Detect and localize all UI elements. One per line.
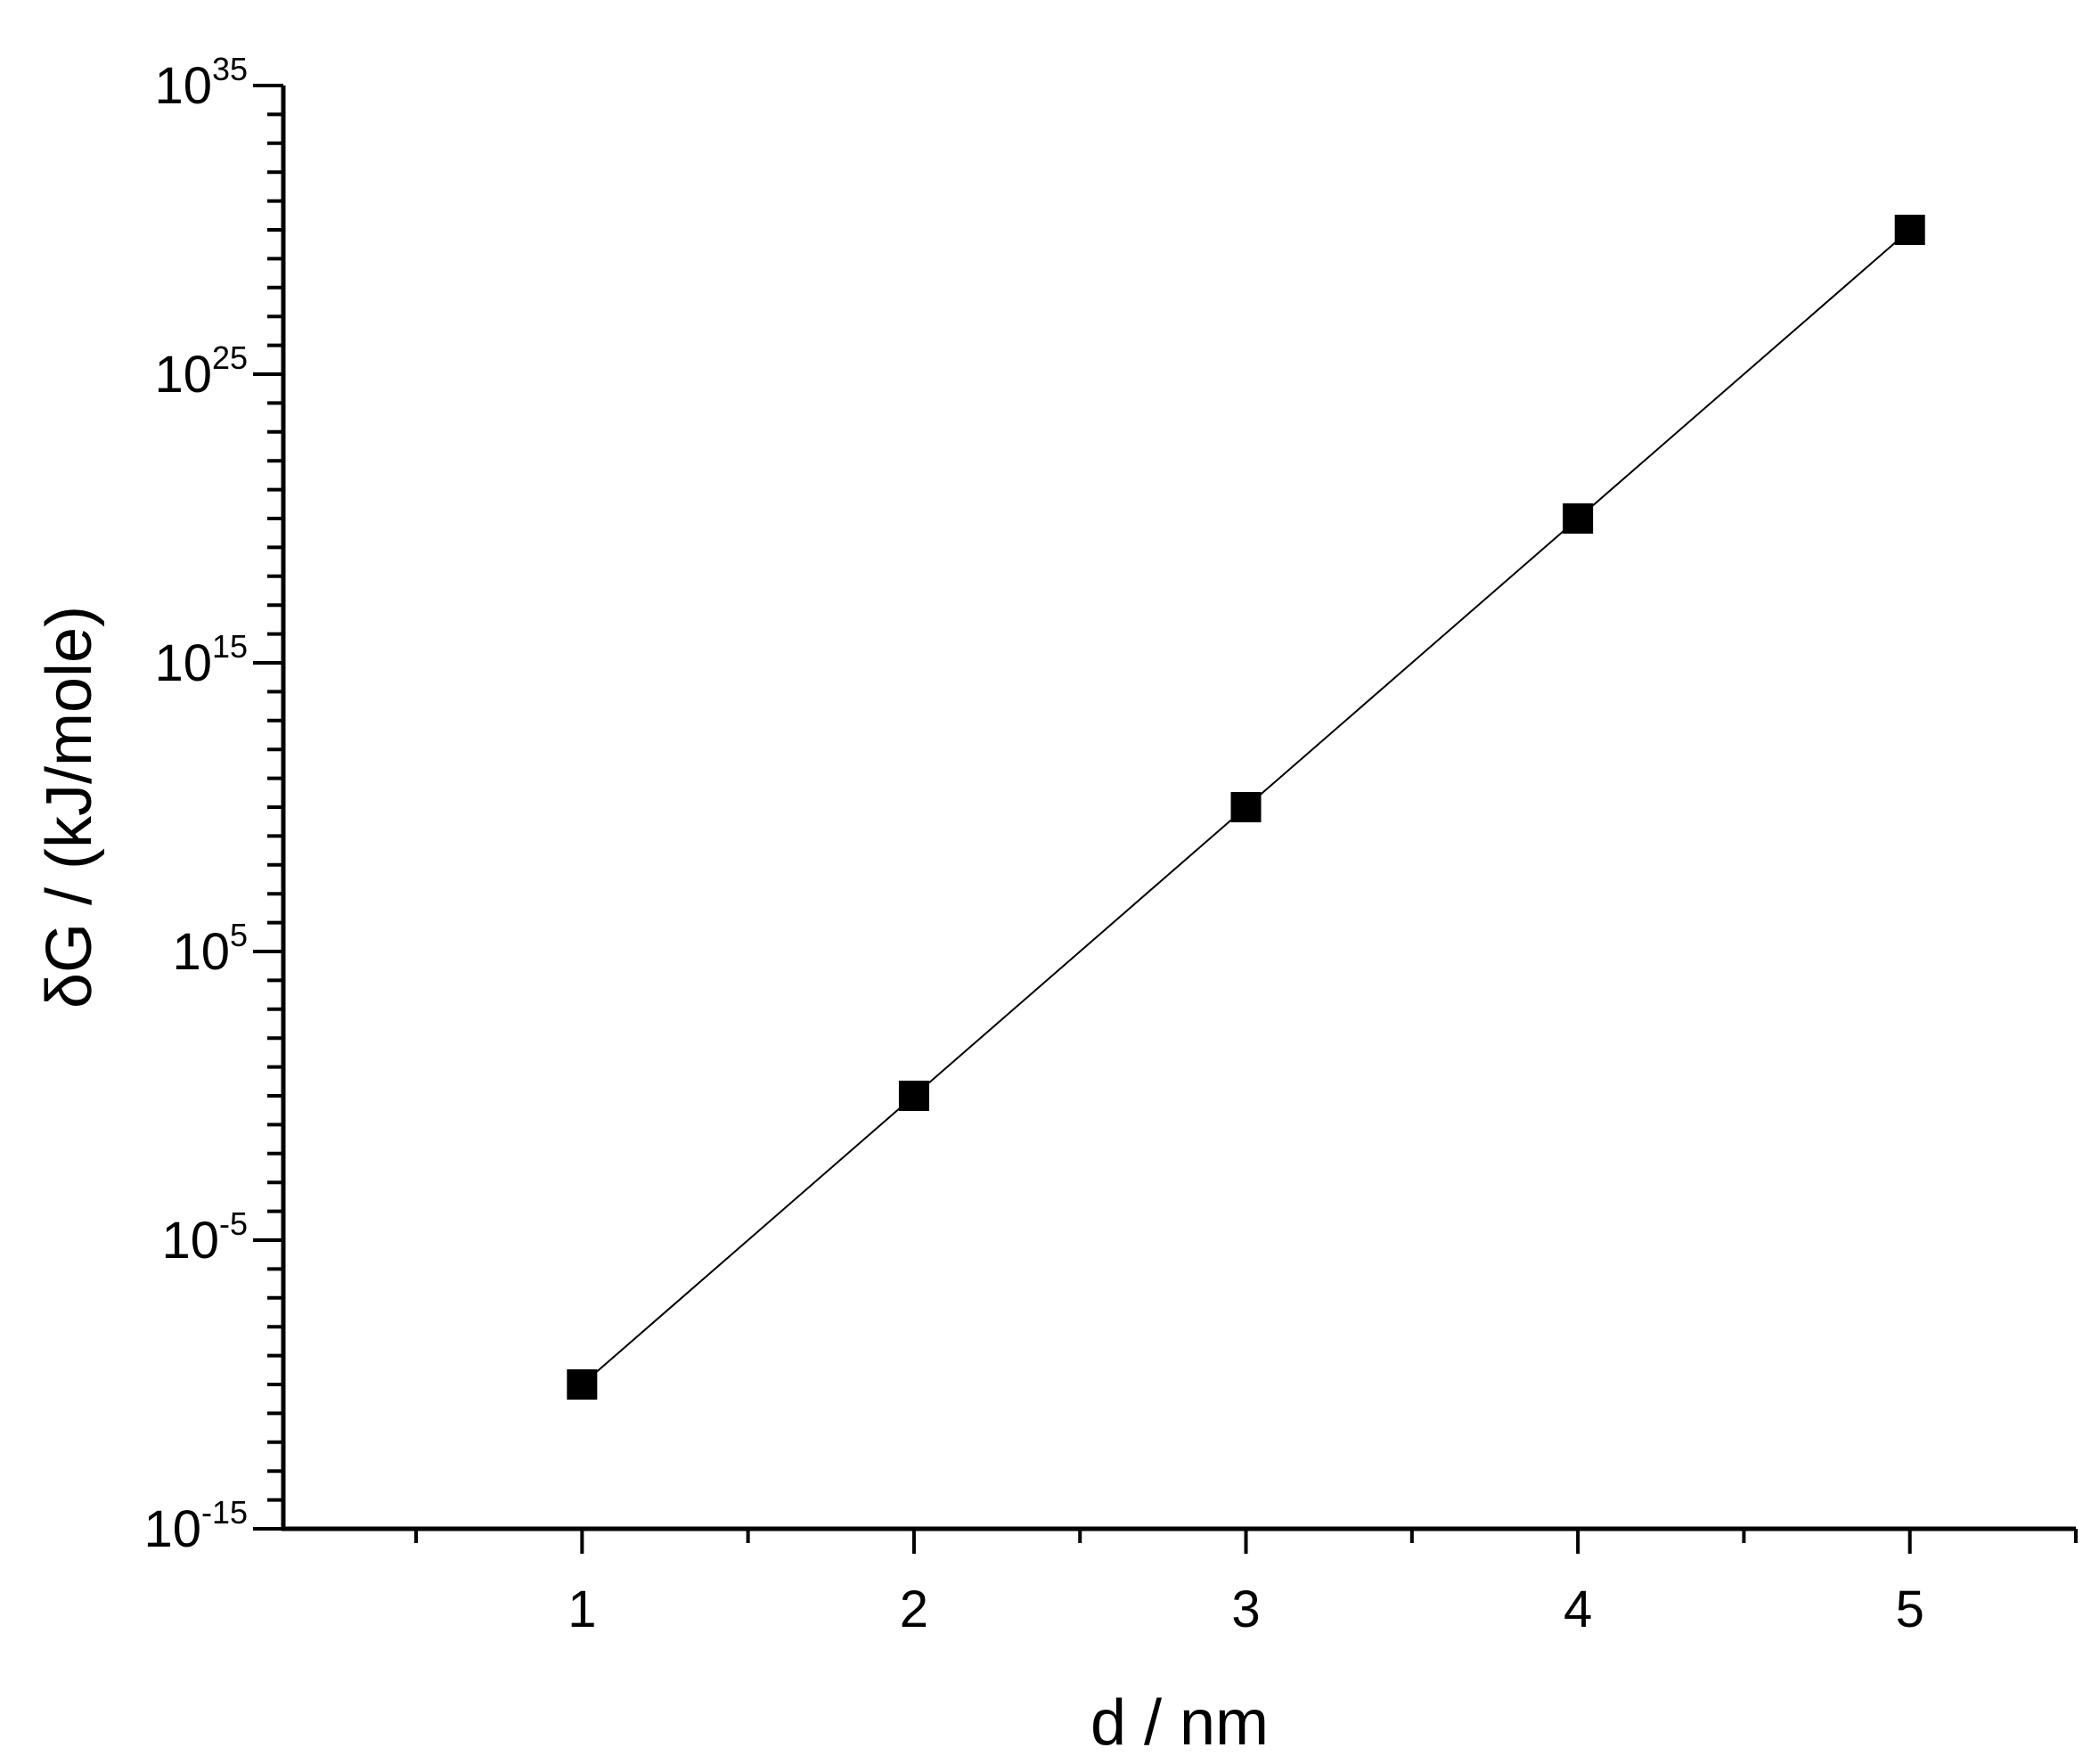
y-tick-label: 10-5 <box>161 1205 248 1270</box>
x-tick-label: 5 <box>1896 1580 1924 1638</box>
data-point <box>567 1369 598 1400</box>
x-tick-label: 1 <box>568 1580 596 1638</box>
data-point <box>898 1081 929 1111</box>
y-tick-base: 10 <box>161 1212 219 1270</box>
x-tick-label: 4 <box>1564 1580 1592 1638</box>
x-tick-label: 3 <box>1231 1580 1260 1638</box>
data-point <box>1894 215 1925 245</box>
y-axis-title: δG / (kJ/mole) <box>34 606 105 1009</box>
y-tick-exponent: -15 <box>201 1494 248 1531</box>
axes <box>281 86 2076 1531</box>
x-axis-title: d / nm <box>1090 1687 1269 1759</box>
x-axis-ticks: 1 2 3 4 5 <box>414 1529 2078 1638</box>
data-point <box>1563 503 1594 534</box>
series-layer <box>567 215 1925 1400</box>
y-tick-exponent: 35 <box>212 51 248 87</box>
y-tick-label: 1035 <box>154 51 248 115</box>
y-tick-label: 1025 <box>154 339 248 404</box>
y-tick-base: 10 <box>154 634 212 692</box>
y-tick-exponent: 5 <box>230 917 248 953</box>
y-tick-exponent: 15 <box>212 628 248 665</box>
x-tick-label: 2 <box>900 1580 928 1638</box>
y-tick-base: 10 <box>154 57 212 115</box>
y-tick-label: 1015 <box>154 628 248 692</box>
data-point <box>1230 792 1262 822</box>
y-tick-exponent: -5 <box>219 1205 248 1242</box>
y-tick-label: 105 <box>172 917 248 981</box>
y-tick-base: 10 <box>172 923 230 981</box>
y-tick-exponent: 25 <box>212 339 248 376</box>
y-tick-base: 10 <box>154 346 212 404</box>
y-tick-label: 10-15 <box>143 1494 248 1558</box>
y-tick-base: 10 <box>143 1500 201 1558</box>
